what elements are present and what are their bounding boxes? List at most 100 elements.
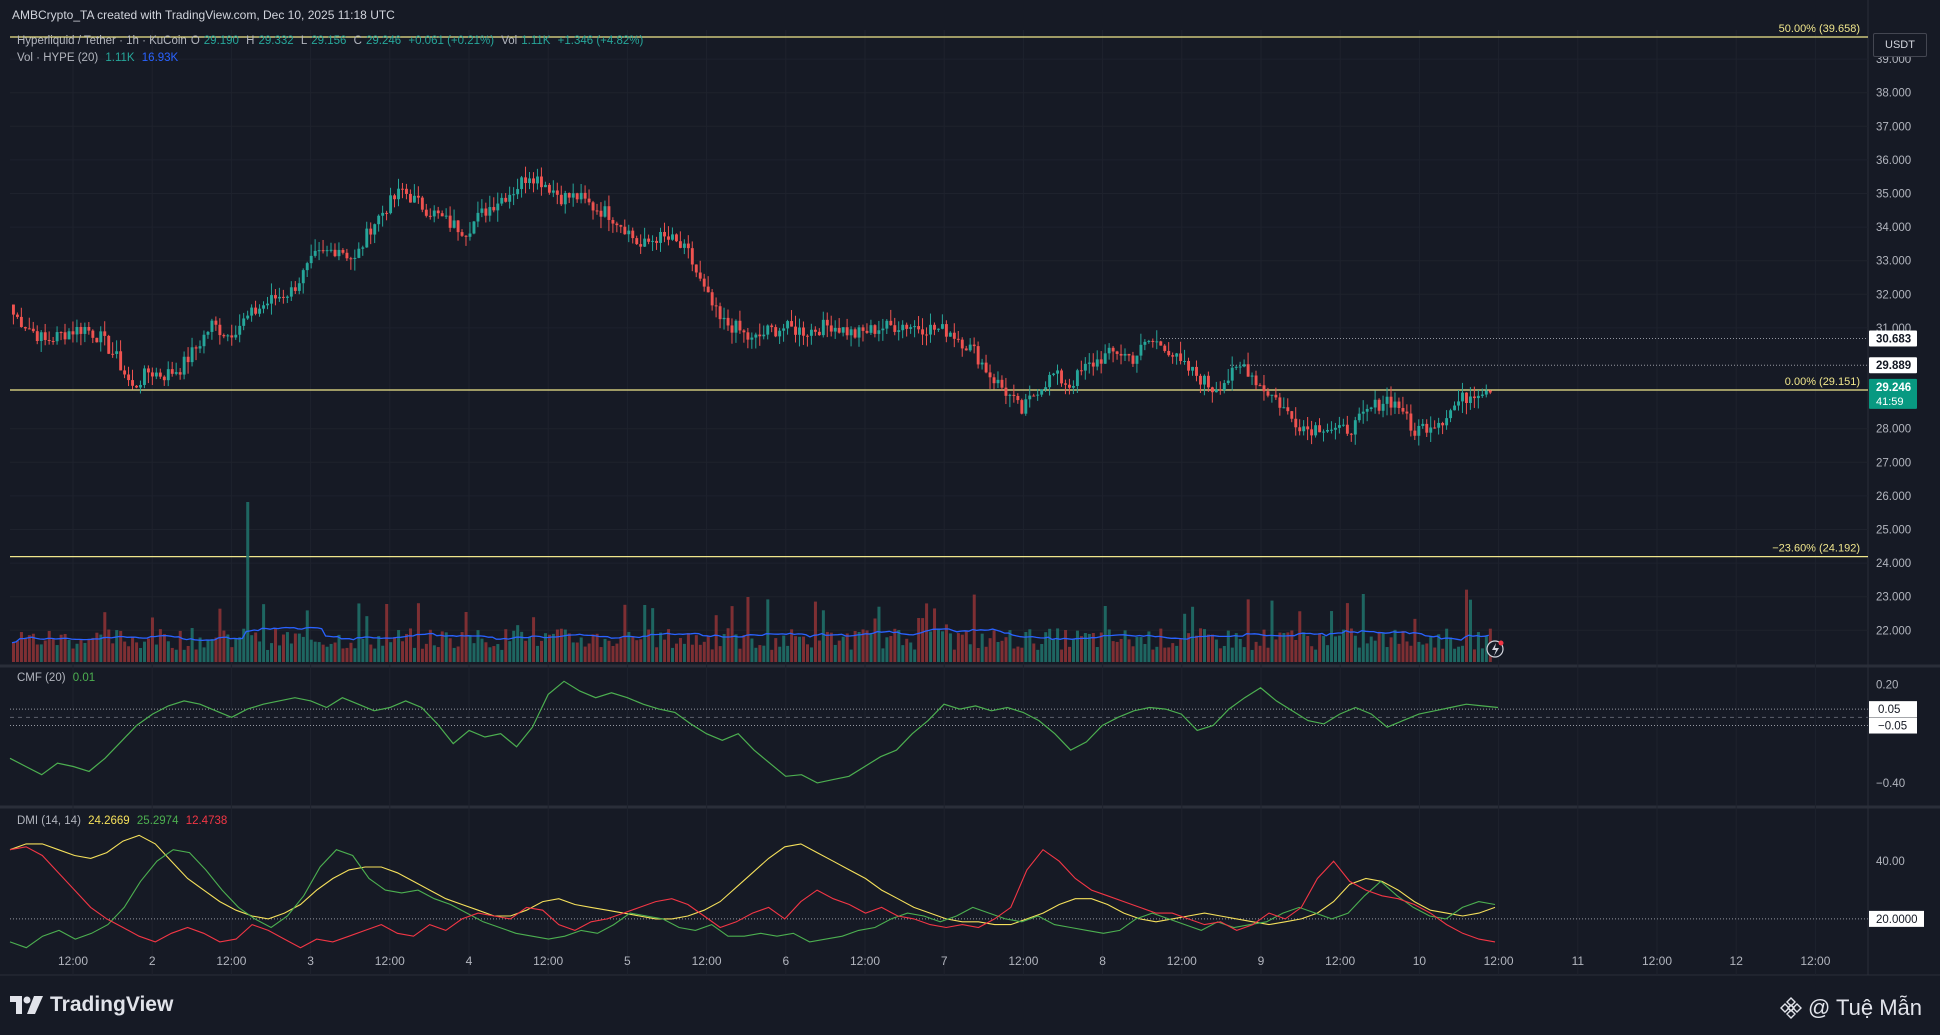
volume-bar — [416, 603, 420, 662]
candle-body — [722, 317, 726, 320]
volume-bar — [222, 630, 226, 662]
candle-body — [349, 258, 353, 260]
candle-body — [277, 296, 281, 299]
volume-bar — [682, 643, 686, 662]
candle-body — [964, 348, 968, 351]
symbol-legend[interactable]: Hyperliquid / Tether · 1h · KuCoin O 29.19… — [17, 35, 647, 47]
volume-bar — [1476, 632, 1480, 662]
volume-bar — [647, 629, 651, 662]
candle-body — [1008, 394, 1012, 396]
candle-body — [484, 208, 488, 216]
cmf-legend[interactable]: CMF (20) 0.01 — [17, 672, 99, 684]
candle-body — [933, 324, 936, 330]
price-axis[interactable]: 39.000 38.000 37.000 36.000 35.000 34.000 33.0… — [1876, 54, 1911, 868]
volume-bar — [1457, 646, 1461, 662]
volume-bar — [1131, 646, 1135, 662]
volume-bar — [230, 647, 234, 662]
volume-bar — [198, 637, 202, 662]
candle-body — [317, 250, 321, 252]
candle-body — [75, 326, 79, 335]
candle-body — [1345, 424, 1349, 434]
volume-bar — [817, 640, 821, 662]
volume-bar — [277, 645, 281, 662]
volume-bar — [738, 648, 742, 662]
volume-bar — [635, 640, 639, 662]
volume-bar — [428, 629, 432, 662]
candle-body — [1163, 345, 1167, 351]
candle-body — [39, 332, 43, 342]
candle-body — [23, 327, 27, 329]
candle-body — [516, 189, 520, 195]
volume-bar — [162, 634, 166, 662]
candle-body — [829, 325, 833, 332]
volume-bar — [964, 630, 968, 662]
volume-bar — [1262, 629, 1266, 662]
volume-bar — [1318, 633, 1322, 662]
time-tick-label: 2 — [149, 954, 156, 968]
volume-bar — [778, 646, 782, 662]
time-tick-label: 3 — [307, 954, 314, 968]
candle-body — [532, 178, 535, 184]
currency-selector[interactable]: USDT — [1873, 33, 1927, 57]
volume-bar — [512, 630, 516, 662]
candle-body — [1258, 385, 1262, 387]
candle-body — [1099, 359, 1103, 364]
volume-bar — [833, 644, 837, 662]
candle-body — [881, 328, 885, 331]
volume-bar — [972, 594, 976, 662]
volume-bar — [766, 599, 770, 662]
volume-bar — [139, 647, 143, 662]
volume-bar — [496, 644, 500, 662]
candle-body — [35, 331, 39, 342]
candle-body — [1203, 375, 1206, 385]
volume-bar — [234, 638, 238, 662]
volume-bar — [655, 647, 659, 662]
candle-body — [1445, 418, 1449, 426]
tradingview-logo[interactable]: TradingView — [10, 993, 173, 1017]
candle-body — [1131, 355, 1135, 364]
volume-bar — [893, 628, 897, 662]
time-tick-label: 12:00 — [1008, 954, 1038, 968]
candle-body — [1465, 392, 1468, 403]
candle-body — [178, 372, 182, 375]
candle-body — [87, 326, 91, 331]
volume-bar — [1393, 629, 1397, 662]
candle-body — [353, 257, 357, 259]
volume-bar — [937, 629, 941, 662]
volume-bar — [901, 645, 905, 662]
volume-legend[interactable]: Vol · HYPE (20) 1.11K 16.93K — [17, 52, 182, 64]
candle-body — [671, 234, 674, 240]
volume-bar — [1119, 638, 1123, 662]
candle-body — [917, 326, 921, 330]
volume-bar — [1357, 647, 1361, 662]
low-value: 29.156 — [311, 35, 347, 47]
volume-bar — [1242, 647, 1246, 662]
volume-bar — [849, 649, 853, 662]
dmi-legend[interactable]: DMI (14, 14) 24.2669 25.2974 12.4738 — [17, 815, 231, 827]
volume-bar — [452, 647, 456, 662]
volume-bar — [401, 641, 405, 662]
candle-body — [480, 208, 484, 213]
symbol-title[interactable]: Hyperliquid / Tether · 1h · KuCoin — [17, 35, 187, 47]
price-tick-label: 32.000 — [1876, 289, 1911, 301]
volume-bar — [99, 634, 103, 662]
candle-body — [210, 320, 214, 332]
volume-bar — [440, 631, 444, 662]
candle-body — [1087, 362, 1091, 364]
volume-bar — [555, 629, 559, 662]
candle-body — [154, 372, 158, 377]
candle-body — [996, 379, 1000, 384]
candle-body — [968, 344, 972, 351]
time-axis[interactable]: 12:00 2 12:00 3 12:00 4 12:00 5 12:00 6 12:00 7 12:0… — [58, 954, 1831, 968]
volume-bar — [504, 629, 508, 662]
volume-bar — [373, 648, 377, 662]
candle-body — [790, 321, 794, 327]
candle-body — [1449, 410, 1453, 419]
volume-bar — [1135, 636, 1139, 662]
fib-levels: 50.00% (39.658) 0.00% (29.151) −23.60% (24… — [10, 23, 1868, 558]
candle-body — [1270, 394, 1274, 396]
candle-body — [746, 332, 750, 340]
candle-body — [1048, 374, 1052, 388]
candle-body — [1468, 396, 1472, 403]
